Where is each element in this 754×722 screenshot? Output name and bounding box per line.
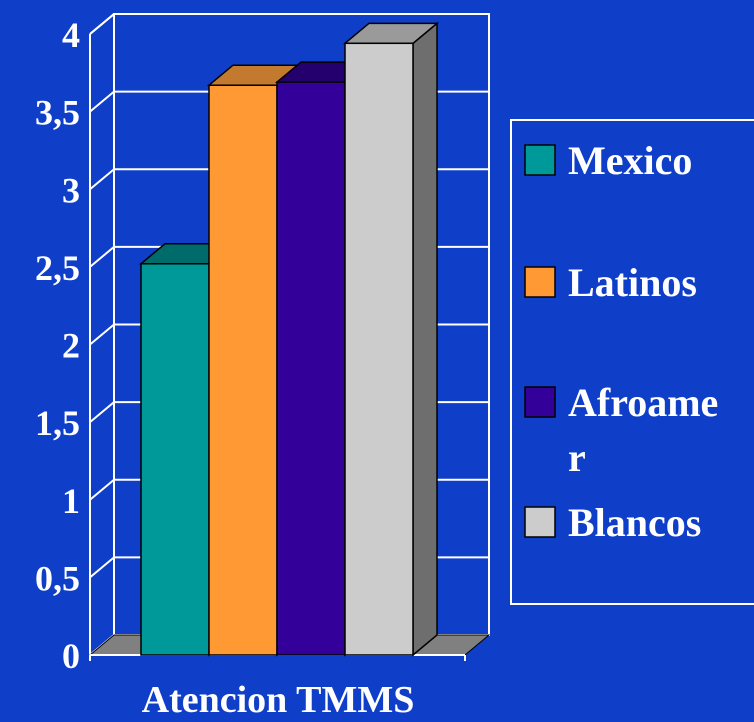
gridline-side — [89, 556, 115, 579]
bar-front — [276, 81, 346, 656]
legend-swatch — [524, 266, 556, 298]
gridline-side — [89, 90, 115, 113]
legend-swatch — [524, 386, 556, 418]
bar-side — [412, 21, 438, 657]
legend-swatch — [524, 506, 556, 538]
y-tick-label: 3 — [62, 170, 80, 210]
bar-front — [140, 263, 210, 656]
bar-front — [208, 84, 278, 656]
bar-blancos — [342, 21, 440, 657]
y-tick-label: 2 — [62, 326, 80, 366]
legend-label: Blancos — [568, 500, 701, 545]
gridline-side — [89, 478, 115, 501]
gridline-side — [89, 246, 115, 268]
y-axis-top-edge — [89, 13, 115, 35]
gridline-side — [89, 323, 115, 346]
y-tick-label: 3,5 — [35, 93, 80, 133]
x-axis-label: Atencion TMMS — [142, 679, 415, 721]
legend-label: r — [568, 435, 586, 480]
y-axis-tick-labels: 0 0,5 1 1,5 2 2,5 3 3,5 4 — [35, 15, 80, 676]
y-tick-label: 0,5 — [35, 558, 80, 598]
legend-swatch — [524, 144, 556, 176]
legend-item-mexico: Mexico — [524, 138, 692, 183]
legend-label: Mexico — [568, 138, 692, 183]
gridline-side — [89, 168, 115, 191]
y-tick-label: 0 — [62, 636, 80, 676]
y-tick-label: 4 — [62, 15, 80, 55]
y-tick-label: 2,5 — [35, 248, 80, 288]
gridline-side — [89, 401, 115, 423]
legend-item-latinos: Latinos — [524, 260, 697, 305]
y-tick-label: 1 — [62, 481, 80, 521]
y-tick-label: 1,5 — [35, 403, 80, 443]
legend-box — [510, 119, 754, 605]
legend-label: Latinos — [568, 260, 697, 305]
legend-item-blancos: Blancos — [524, 500, 701, 545]
bars-group — [138, 21, 440, 657]
legend-label: Afroame — [568, 380, 718, 425]
legend: Mexico Latinos Afroame r Blancos — [510, 119, 754, 605]
bar-front — [344, 42, 414, 656]
legend-item-afroamer: Afroame r — [524, 380, 718, 480]
